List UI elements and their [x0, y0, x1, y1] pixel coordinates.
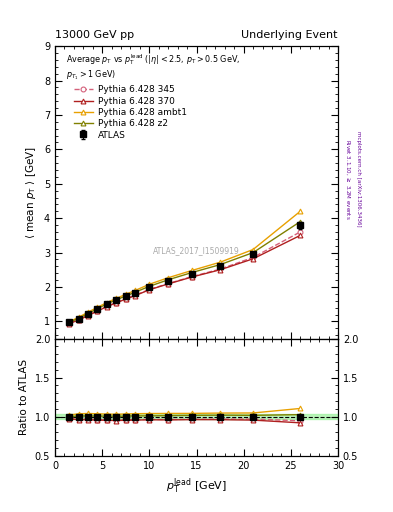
Pythia 6.428 ambt1	[251, 246, 255, 252]
Pythia 6.428 z2	[189, 269, 194, 275]
Legend: Pythia 6.428 345, Pythia 6.428 370, Pythia 6.428 ambt1, Pythia 6.428 z2, ATLAS: Pythia 6.428 345, Pythia 6.428 370, Pyth…	[71, 83, 190, 142]
Pythia 6.428 370	[218, 267, 222, 273]
Pythia 6.428 z2	[123, 293, 128, 299]
Pythia 6.428 345	[133, 292, 138, 298]
Pythia 6.428 345	[298, 229, 303, 235]
Pythia 6.428 z2	[95, 306, 100, 312]
Pythia 6.428 z2	[76, 315, 81, 322]
Y-axis label: Ratio to ATLAS: Ratio to ATLAS	[19, 359, 29, 435]
Line: Pythia 6.428 370: Pythia 6.428 370	[67, 233, 303, 326]
Bar	[55, 414, 338, 419]
Pythia 6.428 z2	[251, 249, 255, 255]
Line: Pythia 6.428 z2: Pythia 6.428 z2	[67, 219, 303, 325]
Pythia 6.428 345	[76, 316, 81, 323]
Pythia 6.428 370	[298, 232, 303, 239]
Pythia 6.428 ambt1	[67, 318, 72, 325]
Pythia 6.428 345	[67, 320, 72, 326]
Pythia 6.428 ambt1	[298, 208, 303, 215]
Text: ATLAS_2017_I1509919: ATLAS_2017_I1509919	[153, 246, 240, 255]
Pythia 6.428 ambt1	[95, 304, 100, 310]
Pythia 6.428 ambt1	[76, 314, 81, 321]
Pythia 6.428 345	[166, 281, 171, 287]
Pythia 6.428 z2	[86, 310, 90, 316]
Pythia 6.428 370	[189, 274, 194, 280]
Pythia 6.428 z2	[105, 301, 109, 307]
Pythia 6.428 ambt1	[123, 291, 128, 297]
Pythia 6.428 370	[123, 296, 128, 302]
Text: 13000 GeV pp: 13000 GeV pp	[55, 30, 134, 40]
Line: Pythia 6.428 ambt1: Pythia 6.428 ambt1	[67, 209, 303, 324]
Pythia 6.428 370	[86, 312, 90, 318]
Pythia 6.428 345	[105, 303, 109, 309]
Pythia 6.428 ambt1	[86, 309, 90, 315]
Pythia 6.428 370	[251, 255, 255, 262]
Pythia 6.428 345	[251, 254, 255, 261]
Y-axis label: $\langle$ mean $p_{\rm T}$ $\rangle$ [GeV]: $\langle$ mean $p_{\rm T}$ $\rangle$ [Ge…	[24, 146, 39, 239]
X-axis label: $p_{\rm T}^{\rm lead}$ [GeV]: $p_{\rm T}^{\rm lead}$ [GeV]	[166, 476, 227, 496]
Pythia 6.428 370	[166, 281, 171, 287]
Pythia 6.428 345	[189, 273, 194, 280]
Pythia 6.428 z2	[166, 276, 171, 283]
Pythia 6.428 370	[67, 321, 72, 327]
Pythia 6.428 z2	[218, 262, 222, 268]
Pythia 6.428 370	[76, 317, 81, 323]
Pythia 6.428 370	[105, 304, 109, 310]
Pythia 6.428 ambt1	[166, 274, 171, 281]
Pythia 6.428 z2	[67, 319, 72, 326]
Pythia 6.428 ambt1	[105, 300, 109, 306]
Pythia 6.428 345	[95, 308, 100, 314]
Pythia 6.428 ambt1	[114, 295, 119, 302]
Text: Underlying Event: Underlying Event	[241, 30, 338, 40]
Pythia 6.428 370	[114, 300, 119, 306]
Pythia 6.428 345	[147, 286, 152, 292]
Text: mcplots.cern.ch [arXiv:1306.3436]: mcplots.cern.ch [arXiv:1306.3436]	[356, 132, 361, 227]
Pythia 6.428 z2	[147, 283, 152, 289]
Pythia 6.428 ambt1	[218, 259, 222, 265]
Pythia 6.428 370	[147, 287, 152, 293]
Pythia 6.428 z2	[114, 296, 119, 303]
Text: Average $p_{\rm T}$ vs $p_{\rm T}^{\rm lead}$ ($|\eta| < 2.5$, $p_{\rm T} > 0.5$: Average $p_{\rm T}$ vs $p_{\rm T}^{\rm l…	[66, 52, 241, 82]
Pythia 6.428 370	[133, 292, 138, 298]
Pythia 6.428 345	[86, 312, 90, 318]
Text: Rivet 3.1.10, $\geq$ 3.2M events: Rivet 3.1.10, $\geq$ 3.2M events	[344, 139, 351, 220]
Pythia 6.428 345	[218, 266, 222, 272]
Pythia 6.428 z2	[133, 289, 138, 295]
Pythia 6.428 345	[123, 295, 128, 302]
Pythia 6.428 345	[114, 300, 119, 306]
Pythia 6.428 370	[95, 308, 100, 314]
Line: Pythia 6.428 345: Pythia 6.428 345	[67, 229, 303, 326]
Pythia 6.428 ambt1	[147, 281, 152, 287]
Pythia 6.428 ambt1	[133, 287, 138, 293]
Pythia 6.428 z2	[298, 219, 303, 225]
Pythia 6.428 ambt1	[189, 267, 194, 273]
